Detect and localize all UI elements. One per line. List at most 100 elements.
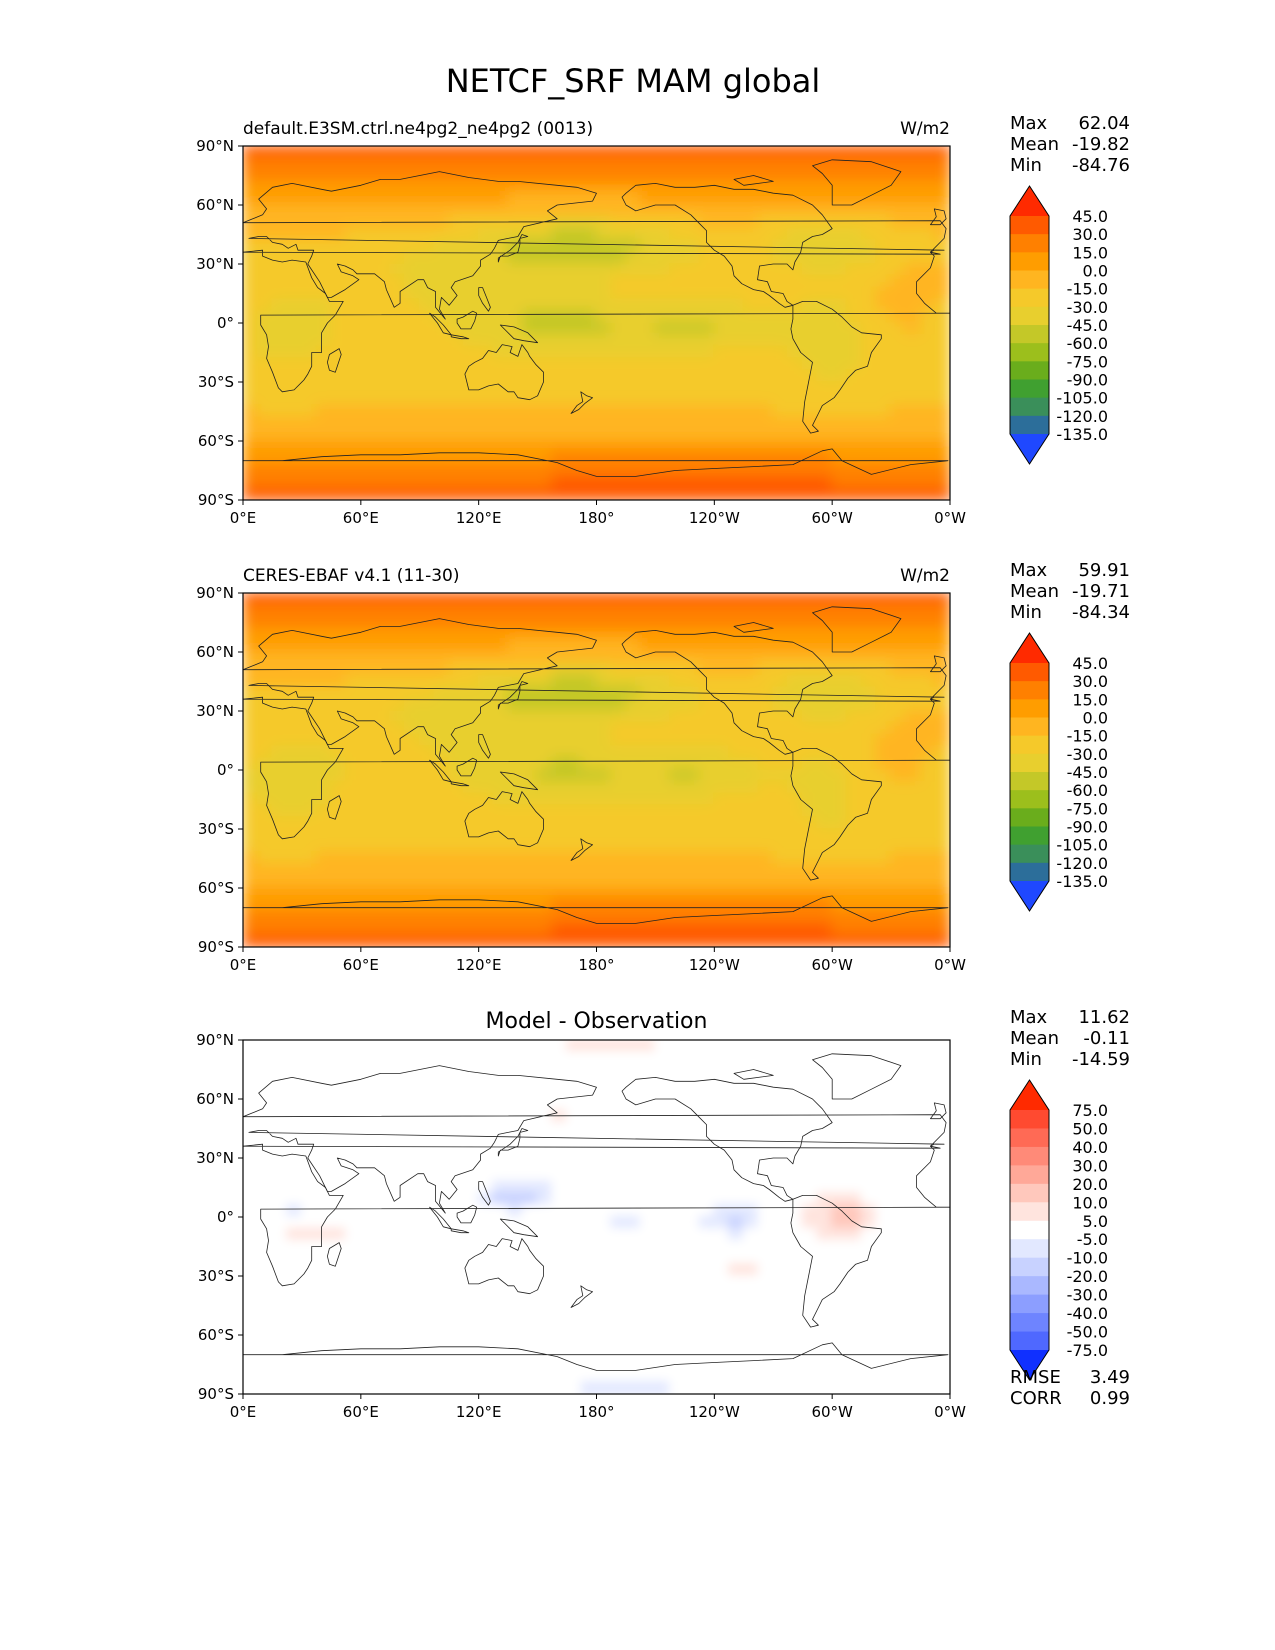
- field-cell: [330, 1263, 348, 1277]
- field-cell: [300, 404, 318, 419]
- field-cell: [890, 1239, 907, 1254]
- colorbar-label: -135.0: [1056, 425, 1108, 444]
- field-cell: [271, 627, 289, 642]
- field-cell: [330, 1040, 348, 1053]
- field-cell: [374, 1192, 392, 1207]
- field-cell: [404, 686, 421, 701]
- field-cell: [271, 1381, 289, 1394]
- field-cell: [462, 792, 480, 807]
- field-cell: [713, 298, 731, 313]
- field-cell: [786, 922, 804, 937]
- colorbar-band: [1010, 1276, 1049, 1296]
- field-cell: [610, 662, 627, 677]
- field-cell: [698, 1298, 716, 1313]
- field-cell: [507, 710, 524, 724]
- field-cell: [831, 1345, 848, 1360]
- field-cell: [551, 1298, 569, 1313]
- field-cell: [477, 345, 495, 360]
- coastline: [243, 171, 947, 320]
- field-cell: [654, 333, 672, 348]
- field-cell: [786, 1074, 804, 1089]
- field-cell: [580, 1050, 598, 1065]
- field-cell: [389, 215, 407, 230]
- field-cell: [374, 428, 392, 442]
- field-cell: [359, 898, 377, 913]
- field-cell: [404, 1192, 421, 1207]
- field-cell: [669, 745, 686, 760]
- field-cell: [404, 863, 421, 878]
- field-cells: [243, 146, 950, 500]
- field-cell: [256, 156, 274, 171]
- field-cell: [345, 721, 362, 736]
- field-cell: [904, 156, 922, 171]
- field-cell: [728, 816, 745, 830]
- field-cell: [521, 780, 539, 795]
- field-cell: [507, 204, 524, 218]
- field-cell: [831, 922, 848, 937]
- field-cell: [624, 357, 642, 372]
- field-cell: [345, 239, 362, 254]
- field-cell: [286, 1345, 303, 1360]
- field-cell: [816, 475, 834, 490]
- field-cell: [580, 593, 598, 606]
- field-cell: [448, 710, 465, 724]
- field-cell: [624, 615, 642, 630]
- field-cell: [786, 839, 804, 854]
- field-cell: [624, 674, 642, 689]
- field-cell: [639, 416, 657, 431]
- colorbar-label: -75.0: [1067, 1341, 1108, 1360]
- field-cell: [728, 1239, 745, 1254]
- field-cell: [448, 215, 465, 230]
- field-cell: [286, 922, 303, 937]
- field-cell: [669, 1381, 686, 1394]
- field-cell: [610, 674, 627, 689]
- field-cell: [934, 721, 950, 736]
- field-cell: [521, 757, 539, 771]
- field-cell: [772, 757, 789, 771]
- x-tick-label: 180°: [578, 956, 614, 974]
- field-cell: [713, 1098, 731, 1112]
- field-cell: [521, 1050, 539, 1065]
- field-cell: [919, 1322, 937, 1336]
- coastline: [930, 1102, 947, 1120]
- field-cell: [315, 392, 333, 407]
- field-cell: [875, 1357, 893, 1372]
- field-cell: [433, 475, 451, 490]
- field-cell: [639, 1109, 657, 1124]
- field-cell: [610, 1168, 627, 1183]
- field-cell: [566, 1062, 583, 1077]
- field-cell: [742, 369, 760, 383]
- field-cell: [359, 146, 377, 159]
- field-cell: [462, 204, 480, 218]
- field-cell: [271, 887, 289, 901]
- field-cell: [404, 440, 421, 454]
- field-cell: [551, 1204, 569, 1218]
- field-cell: [551, 369, 569, 383]
- field-cell: [389, 251, 407, 265]
- field-cell: [256, 1357, 274, 1372]
- field-cell: [433, 1050, 451, 1065]
- field-cell: [507, 1074, 524, 1089]
- field-cell: [831, 146, 848, 159]
- field-cell: [462, 1086, 480, 1100]
- colorbar-band: [1010, 361, 1049, 380]
- field-cell: [566, 922, 583, 937]
- field-cell: [654, 192, 672, 206]
- field-cell: [315, 593, 333, 606]
- field-cell: [418, 180, 436, 195]
- field-cell: [610, 1227, 627, 1242]
- field-cell: [330, 392, 348, 407]
- field-cell: [801, 192, 819, 206]
- field-cell: [786, 1275, 804, 1289]
- field-cell: [243, 1098, 259, 1112]
- field-cell: [536, 451, 554, 466]
- field-cell: [595, 1074, 613, 1089]
- field-cell: [875, 1286, 893, 1301]
- field-cell: [772, 674, 789, 689]
- field-cell: [713, 851, 731, 866]
- field-cell: [831, 333, 848, 348]
- field-cell: [595, 651, 613, 665]
- field-cell: [566, 381, 583, 395]
- field-cell: [757, 1098, 775, 1112]
- field-cell: [315, 863, 333, 878]
